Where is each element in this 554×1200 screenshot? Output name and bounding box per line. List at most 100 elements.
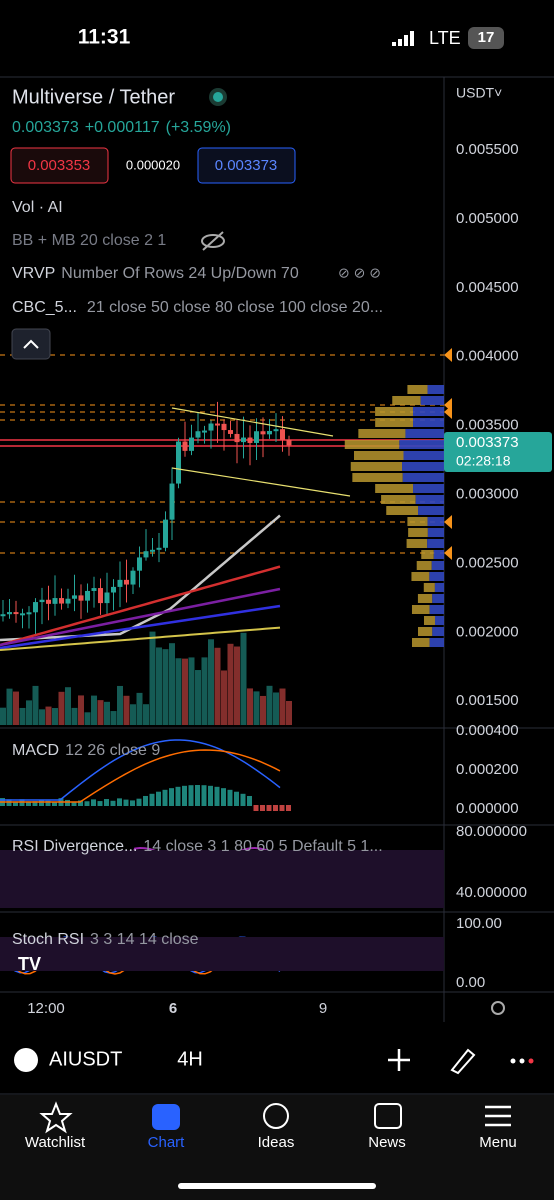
candle bbox=[7, 612, 12, 615]
candle bbox=[234, 433, 240, 443]
tab-label[interactable]: Watchlist bbox=[25, 1134, 86, 1151]
tab-label[interactable]: Menu bbox=[479, 1134, 517, 1151]
pane-label: RSI Divergence... 14 close 3 1 80 60 5 De… bbox=[12, 838, 383, 855]
macd-label: MACD bbox=[12, 742, 59, 759]
collapse-button[interactable] bbox=[11, 328, 51, 360]
tab-label[interactable]: News bbox=[368, 1134, 406, 1151]
add-icon[interactable] bbox=[388, 1049, 410, 1071]
network: LTE bbox=[429, 28, 461, 48]
profile-bar bbox=[375, 418, 414, 427]
volume-bar bbox=[169, 643, 175, 725]
pane-label: MACD 12 26 close 9 bbox=[12, 742, 160, 759]
profile-bar bbox=[350, 462, 403, 471]
profile-bar bbox=[423, 583, 435, 592]
stoch-tick: 0.00 bbox=[456, 974, 485, 991]
ma-line bbox=[0, 587, 281, 647]
macd-bar bbox=[266, 805, 272, 811]
macd-bar bbox=[130, 800, 135, 806]
candle bbox=[39, 599, 45, 603]
candle bbox=[20, 613, 25, 616]
macd-bar bbox=[175, 786, 181, 806]
level-arrow bbox=[444, 405, 452, 419]
ideas-icon[interactable] bbox=[263, 1103, 289, 1129]
candle bbox=[137, 557, 142, 571]
candle bbox=[286, 439, 292, 446]
volume-bar bbox=[266, 685, 273, 725]
price-tick: 0.005000 bbox=[456, 210, 519, 227]
profile-bar bbox=[344, 440, 400, 449]
trend-line bbox=[171, 467, 351, 497]
tab-label[interactable]: Ideas bbox=[258, 1134, 295, 1151]
indicator-name: CBC_5... bbox=[12, 299, 77, 316]
watchlist-icon[interactable] bbox=[39, 1101, 73, 1134]
macd-bar bbox=[195, 785, 200, 806]
candle bbox=[241, 437, 246, 443]
macd-bar bbox=[227, 789, 233, 806]
menu-icon[interactable] bbox=[485, 1105, 511, 1127]
candle bbox=[26, 612, 32, 615]
profile-bar bbox=[429, 638, 444, 647]
profile-bar bbox=[432, 594, 444, 603]
toggles[interactable]: ⊘ ⊘ ⊘ bbox=[338, 265, 381, 281]
ask: 0.003373 bbox=[215, 157, 278, 174]
sell-button[interactable] bbox=[10, 147, 109, 184]
profile-bar bbox=[406, 539, 428, 548]
settings-icon[interactable] bbox=[491, 1001, 505, 1015]
candle bbox=[221, 423, 227, 431]
toolbar-interval[interactable]: 4H bbox=[177, 1048, 203, 1070]
volume-bar bbox=[0, 707, 6, 725]
candle bbox=[156, 547, 162, 550]
ma-line bbox=[0, 604, 281, 650]
candle bbox=[150, 549, 155, 552]
volume-bar bbox=[32, 685, 39, 725]
volume-bar bbox=[253, 691, 260, 725]
macd-bar bbox=[260, 805, 265, 811]
macd-bar bbox=[162, 789, 168, 806]
indicator-params: 21 close 50 close 80 close 100 close 20.… bbox=[87, 299, 383, 316]
quote-price: 0.003373 bbox=[12, 119, 79, 136]
profile-bar bbox=[407, 385, 428, 394]
price-tick: 0.004000 bbox=[456, 348, 519, 365]
profile-bar bbox=[411, 638, 430, 647]
time-tick: 12:00 bbox=[27, 1000, 65, 1017]
volume-bar bbox=[227, 643, 234, 725]
macd-tick: 0.000400 bbox=[456, 722, 519, 739]
macd-params: 12 26 close 9 bbox=[65, 742, 160, 759]
candle bbox=[91, 588, 97, 591]
chart-icon[interactable] bbox=[152, 1104, 180, 1130]
status-dot-inner bbox=[213, 92, 223, 102]
volume-bar bbox=[214, 647, 221, 725]
volume-bar bbox=[58, 691, 65, 725]
profile-bar bbox=[420, 396, 444, 405]
toolbar-symbol[interactable]: AIUSDT bbox=[49, 1048, 122, 1070]
tv-logo: TV bbox=[18, 954, 41, 974]
volume-bar bbox=[188, 657, 195, 725]
candle bbox=[163, 519, 168, 548]
candle bbox=[104, 592, 110, 604]
candle bbox=[267, 430, 272, 435]
buy-button[interactable] bbox=[197, 147, 296, 184]
volume-bar bbox=[221, 670, 227, 725]
candle bbox=[13, 612, 19, 615]
time-tick: 6 bbox=[169, 1000, 177, 1017]
ma-line bbox=[0, 565, 281, 647]
profile-bar bbox=[417, 594, 433, 603]
currency[interactable]: USDT˅ bbox=[456, 85, 502, 101]
macd-bar bbox=[110, 800, 116, 806]
macd-bar bbox=[45, 800, 51, 806]
candle bbox=[85, 590, 90, 601]
profile-bar bbox=[352, 473, 403, 482]
candle bbox=[169, 483, 175, 520]
indicator-name: VRVP bbox=[12, 265, 55, 282]
more-icon[interactable] bbox=[510, 1058, 534, 1064]
news-icon[interactable] bbox=[374, 1103, 402, 1129]
last-price-badge bbox=[444, 432, 552, 472]
macd-bar bbox=[149, 793, 155, 806]
hidden-icon[interactable] bbox=[201, 231, 225, 251]
profile-bar bbox=[402, 473, 444, 482]
draw-icon[interactable] bbox=[450, 1048, 476, 1075]
tab-label[interactable]: Chart bbox=[148, 1134, 186, 1151]
profile-bar bbox=[399, 440, 444, 449]
profile-bar bbox=[413, 484, 444, 493]
macd-bar bbox=[97, 801, 103, 806]
